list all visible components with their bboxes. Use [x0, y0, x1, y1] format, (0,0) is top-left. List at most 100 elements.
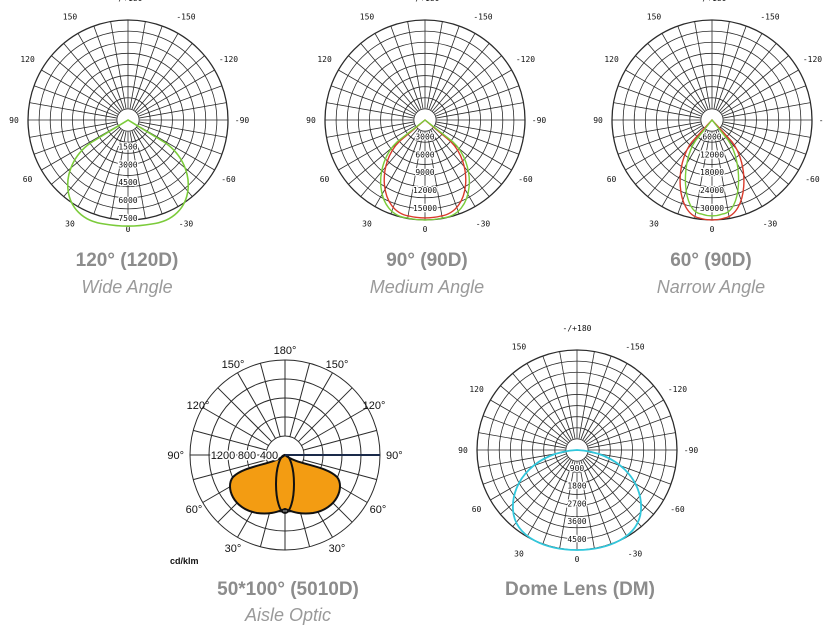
- grid-spoke: [722, 121, 811, 138]
- grid-spoke: [542, 355, 574, 440]
- angle-label-p60: 60: [607, 175, 617, 184]
- grid-spoke: [193, 429, 267, 451]
- grid-spoke: [722, 85, 807, 117]
- grid-spoke: [338, 69, 416, 115]
- angle-label-m90: -90: [235, 116, 250, 125]
- angle-label-m30: -30: [763, 219, 778, 228]
- grid-spoke: [431, 128, 490, 197]
- grid-spoke: [110, 130, 127, 219]
- angle-label-top: -/+180: [698, 0, 727, 3]
- grid-spoke: [721, 69, 799, 115]
- ring-value-label: 9000: [415, 168, 434, 177]
- grid-spoke: [542, 460, 574, 545]
- diagram-title: 90° (90D): [386, 250, 468, 271]
- angle-label-p90: 90: [9, 116, 19, 125]
- ring-value-label: 6000: [118, 196, 137, 205]
- grid-spoke: [613, 102, 702, 119]
- angle-label-p30: 30: [514, 549, 524, 558]
- grid-group: [476, 349, 678, 551]
- grid-spoke: [289, 363, 311, 437]
- grid-spoke: [301, 407, 368, 446]
- grid-spoke: [585, 456, 654, 515]
- grid-spoke: [134, 43, 193, 112]
- polar-diagram-medium: -/+180 -150 150 -120 120 -90 90 -60 60 -30 30 0 3000…: [300, 0, 560, 300]
- angle-label-p150: 150°: [326, 359, 349, 371]
- beam-lobe-orange: [229, 453, 341, 515]
- angle-label-p60: 60: [23, 175, 33, 184]
- grid-spoke: [647, 43, 706, 112]
- grid-spoke: [582, 363, 628, 441]
- angle-label-m150: -150: [760, 13, 779, 22]
- angle-label-m150: -150: [473, 13, 492, 22]
- grid-spoke: [303, 459, 377, 481]
- angle-label-m30: -30: [628, 549, 643, 558]
- ring-value-label: 3000: [415, 133, 434, 142]
- beam-curve-green: [67, 119, 189, 227]
- grid-spoke: [722, 123, 807, 155]
- diagram-subtitle: Medium Angle: [369, 277, 485, 297]
- grid-spoke: [578, 351, 595, 440]
- grid-spoke: [426, 21, 443, 110]
- angle-label-m120: 120°: [187, 400, 210, 412]
- grid-spoke: [326, 121, 415, 138]
- angle-label-p120: 120°: [363, 400, 386, 412]
- angle-label-m150: -150: [176, 13, 195, 22]
- grid-spoke: [51, 55, 120, 114]
- angle-label-m30: -30: [179, 219, 194, 228]
- grid-spoke: [217, 387, 272, 442]
- grid-spoke: [51, 126, 120, 185]
- grid-spoke: [110, 21, 127, 110]
- grid-spoke: [294, 372, 333, 439]
- grid-spoke: [431, 43, 490, 112]
- beam-curve-cyan: [512, 449, 642, 551]
- grid-spoke: [587, 453, 672, 485]
- grid-spoke: [433, 55, 502, 114]
- grid-spoke: [93, 130, 125, 215]
- grid-spoke: [390, 130, 422, 215]
- grid-spoke: [131, 25, 163, 110]
- grid-spoke: [500, 385, 569, 444]
- ring-value-label: 15000: [413, 204, 437, 213]
- grid-spoke: [63, 128, 122, 197]
- angle-label-top: -/+180: [114, 0, 143, 3]
- diagram-title: 60° (90D): [670, 250, 752, 271]
- angle-label-m60: -60: [670, 505, 685, 514]
- angle-label-p120: 120: [20, 55, 35, 64]
- angle-label-p150: 150: [360, 13, 375, 22]
- ring-value-label: 6000: [415, 150, 434, 159]
- polar-diagram-dome: -/+180 -150 150 -120 120 -90 90 -60 60 -30 30 0 900 1…: [450, 324, 710, 630]
- ring-value-label: 7500: [118, 214, 137, 223]
- diagram-title: 120° (120D): [75, 250, 179, 271]
- angle-label-m120: -120: [668, 385, 687, 394]
- angle-label-top: 180°: [274, 345, 297, 357]
- diagram-subtitle: Narrow Angle: [656, 277, 766, 297]
- angle-label-m30: 30°: [225, 543, 242, 555]
- grid-spoke: [77, 33, 123, 111]
- ring-value-label: 12000: [413, 186, 437, 195]
- angle-label-p90: 90: [306, 116, 316, 125]
- angle-label-m60: -60: [805, 175, 820, 184]
- beam-curve-green: [379, 119, 471, 221]
- diagram-subtitle: Aisle Optic: [244, 605, 332, 625]
- grid-spoke: [661, 129, 707, 207]
- angle-label-p120: 120: [317, 55, 332, 64]
- grid-spoke: [694, 130, 711, 219]
- grid-spoke: [33, 123, 118, 155]
- grid-spoke: [661, 33, 707, 111]
- grid-spoke: [613, 121, 702, 138]
- grid-spoke: [237, 372, 276, 439]
- grid-spoke: [580, 355, 612, 440]
- angle-label-p30: 30: [362, 219, 372, 228]
- angle-label-0: 0: [710, 225, 715, 234]
- grid-spoke: [407, 130, 424, 219]
- polar-grid-wide: -/+180 -150 150 -120 120 -90 90 -60 60 -30 30 0 1500…: [9, 0, 250, 234]
- grid-spoke: [435, 121, 524, 138]
- grid-spoke: [133, 129, 179, 207]
- grid-spoke: [580, 460, 612, 545]
- unit-label: cd/klm: [170, 556, 199, 566]
- polar-diagram-aisle: 180° 150° 150° 120° 120° 90° 90° 60° 60° 30° 30° 12…: [160, 330, 420, 632]
- ring-value-label: 1500: [118, 143, 137, 152]
- grid-spoke: [587, 432, 676, 449]
- angle-label-p30: 30: [65, 219, 75, 228]
- angle-label-p120: 120: [604, 55, 619, 64]
